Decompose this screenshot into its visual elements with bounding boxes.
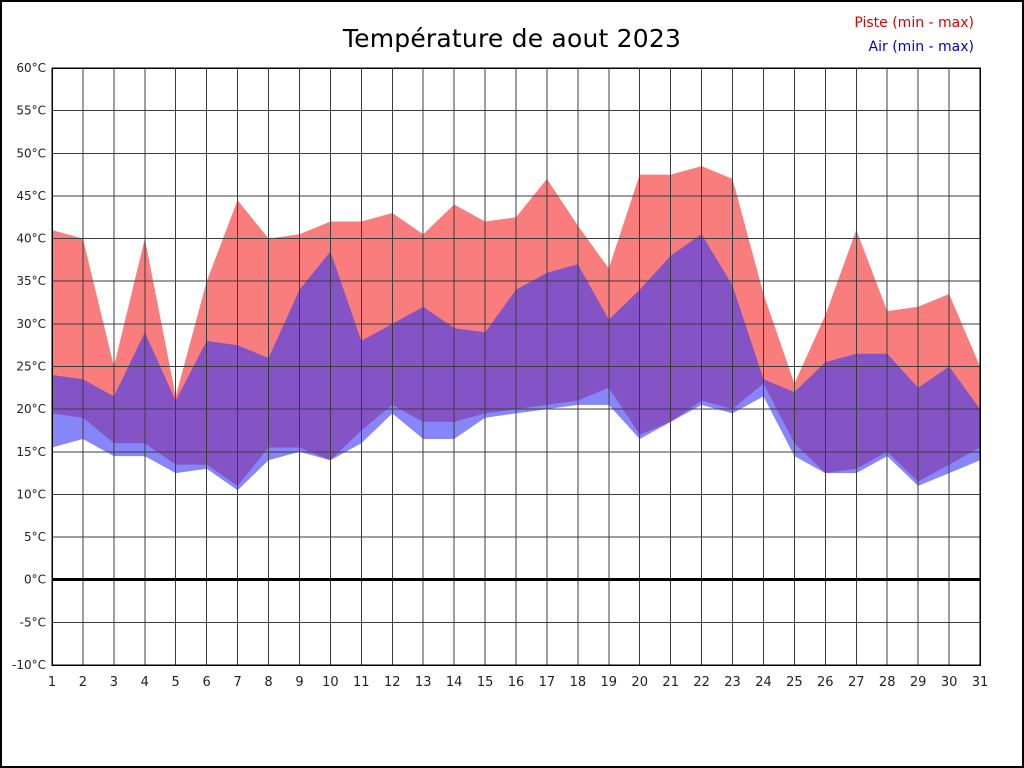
svg-text:55°C: 55°C xyxy=(16,104,46,118)
svg-text:10: 10 xyxy=(322,675,339,690)
svg-text:15°C: 15°C xyxy=(16,445,46,459)
legend-piste: Piste (min - max) xyxy=(854,15,974,31)
svg-text:2: 2 xyxy=(79,675,87,690)
svg-text:20°C: 20°C xyxy=(16,402,46,416)
svg-text:0°C: 0°C xyxy=(24,573,46,587)
svg-text:4: 4 xyxy=(141,675,149,690)
svg-text:40°C: 40°C xyxy=(16,232,46,246)
svg-text:5: 5 xyxy=(172,675,180,690)
svg-text:13: 13 xyxy=(415,675,432,690)
svg-text:7: 7 xyxy=(233,675,241,690)
svg-text:19: 19 xyxy=(601,675,618,690)
svg-text:22: 22 xyxy=(693,675,710,690)
svg-text:-5°C: -5°C xyxy=(20,615,46,629)
legend: Piste (min - max) Air (min - max) xyxy=(854,11,974,59)
svg-text:11: 11 xyxy=(353,675,370,690)
svg-text:14: 14 xyxy=(446,675,463,690)
svg-text:20: 20 xyxy=(631,675,648,690)
svg-text:5°C: 5°C xyxy=(24,530,46,544)
svg-text:45°C: 45°C xyxy=(16,189,46,203)
page-title: Température de aout 2023 xyxy=(342,24,682,53)
legend-air: Air (min - max) xyxy=(868,39,974,55)
plot-border xyxy=(51,67,981,666)
svg-text:26: 26 xyxy=(817,675,834,690)
svg-text:15: 15 xyxy=(477,675,494,690)
svg-text:31: 31 xyxy=(972,675,989,690)
svg-text:10°C: 10°C xyxy=(16,487,46,501)
svg-text:27: 27 xyxy=(848,675,865,690)
svg-text:16: 16 xyxy=(508,675,525,690)
svg-text:30: 30 xyxy=(941,675,958,690)
svg-text:24: 24 xyxy=(755,675,772,690)
svg-text:1: 1 xyxy=(48,675,56,690)
svg-text:50°C: 50°C xyxy=(16,146,46,160)
svg-text:25°C: 25°C xyxy=(16,360,46,374)
svg-text:12: 12 xyxy=(384,675,401,690)
svg-text:21: 21 xyxy=(662,675,679,690)
svg-text:23: 23 xyxy=(724,675,741,690)
svg-text:60°C: 60°C xyxy=(16,61,46,75)
svg-text:30°C: 30°C xyxy=(16,317,46,331)
svg-text:3: 3 xyxy=(110,675,118,690)
svg-text:25: 25 xyxy=(786,675,803,690)
svg-text:17: 17 xyxy=(539,675,556,690)
svg-text:6: 6 xyxy=(203,675,211,690)
svg-text:8: 8 xyxy=(264,675,272,690)
svg-text:9: 9 xyxy=(295,675,303,690)
svg-text:29: 29 xyxy=(910,675,927,690)
svg-text:28: 28 xyxy=(879,675,896,690)
svg-text:18: 18 xyxy=(570,675,587,690)
svg-text:-10°C: -10°C xyxy=(12,658,46,672)
svg-text:35°C: 35°C xyxy=(16,274,46,288)
